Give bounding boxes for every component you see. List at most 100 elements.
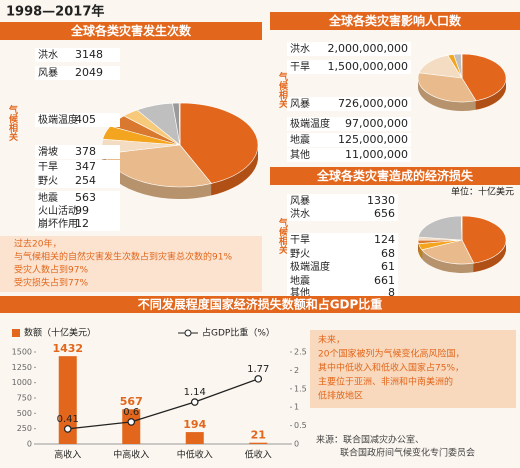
y2-tick-label: 2.5 xyxy=(294,348,307,357)
panel-header xyxy=(270,12,520,30)
note-line: 未来， xyxy=(318,334,345,346)
bar-value-label: 21 xyxy=(251,429,266,442)
pie-slice xyxy=(461,53,463,79)
x-tick-label: 高收入 xyxy=(54,449,81,461)
value-label: 2049 xyxy=(75,66,103,79)
row-bg xyxy=(35,217,120,231)
group-label: 气候相关 xyxy=(277,71,289,109)
unit-label: 单位：十亿美元 xyxy=(451,186,514,198)
legend-marker xyxy=(184,329,192,337)
line-value-label: 0.41 xyxy=(57,414,79,425)
line xyxy=(67,378,259,430)
row-bg xyxy=(287,194,398,208)
row-bg xyxy=(35,204,120,218)
y-tick-label: 0 xyxy=(27,440,32,449)
value-label: 99 xyxy=(75,204,89,217)
row-bg xyxy=(287,133,411,147)
y-tick-label: 750 xyxy=(17,394,32,403)
y2-tick-label: 1.5 xyxy=(294,384,307,393)
y-tick-label: 1000 xyxy=(12,378,32,387)
note-line: 低排放地区 xyxy=(318,390,363,402)
row-bg xyxy=(287,97,411,111)
legend-label: 数额（十亿美元） xyxy=(24,327,96,339)
category-label: 野火 xyxy=(38,175,58,187)
value-label: 125,000,000 xyxy=(338,133,408,146)
y2-tick-label: 1 xyxy=(294,403,299,412)
x-tick-label: 低收入 xyxy=(245,449,272,461)
value-label: 656 xyxy=(374,207,395,220)
line-value-label: 0.6 xyxy=(123,407,139,418)
panel-title: 全球各类灾害造成的经济损失 xyxy=(316,168,474,183)
line-marker xyxy=(63,425,72,433)
row-bg xyxy=(35,48,120,62)
panel-header xyxy=(270,167,520,185)
bar-value-label: 194 xyxy=(183,418,206,431)
y2-tick-label: 0 xyxy=(294,440,299,449)
group-label: 气候相关 xyxy=(7,104,19,142)
category-label: 崩坏作用 xyxy=(38,217,78,230)
row-bg xyxy=(287,260,398,274)
category-label: 洪水 xyxy=(290,43,310,55)
y-tick-label: 1250 xyxy=(12,363,32,372)
value-label: 97,000,000 xyxy=(345,117,408,130)
category-label: 野火 xyxy=(290,248,310,260)
category-label: 火山活动 xyxy=(38,205,78,217)
y-tick-label: 250 xyxy=(17,424,32,433)
pie-slice xyxy=(179,102,259,184)
row-bg xyxy=(287,42,411,56)
panel-title: 不同发展程度国家经济损失数额和占GDP比重 xyxy=(138,297,383,312)
bar xyxy=(122,409,141,444)
value-label: 661 xyxy=(374,274,395,287)
legend-swatch xyxy=(12,329,20,337)
note-line: 与气候相关的自然灾害发生次数占到灾害总次数的91% xyxy=(14,251,232,263)
value-label: 11,000,000 xyxy=(345,148,408,161)
row-bg xyxy=(287,247,398,261)
note-line: 过去20年， xyxy=(14,238,61,250)
bar xyxy=(185,432,204,444)
row-bg xyxy=(287,60,411,74)
line-marker xyxy=(254,375,263,383)
row-bg xyxy=(287,207,398,221)
row-bg xyxy=(35,160,120,174)
value-label: 726,000,000 xyxy=(338,97,408,110)
pie-slice xyxy=(461,53,507,102)
value-label: 254 xyxy=(75,174,96,187)
value-label: 1330 xyxy=(367,194,395,207)
value-label: 8 xyxy=(388,286,395,299)
legend-label: 占GDP比重（%） xyxy=(202,327,275,339)
note-line: 受灾人数占到97% xyxy=(14,264,88,276)
category-label: 洪水 xyxy=(290,208,310,220)
value-label: 378 xyxy=(75,145,96,158)
panel-header xyxy=(0,22,262,40)
row-bg xyxy=(35,145,120,159)
category-label: 风暴 xyxy=(290,195,310,207)
line-marker xyxy=(127,418,136,426)
pie-slice xyxy=(460,215,463,241)
category-label: 其他 xyxy=(290,148,310,161)
source-line: 联合国政府间气候变化专门委员会 xyxy=(340,447,475,459)
bar-value-label: 1432 xyxy=(52,342,83,355)
note-box xyxy=(0,236,262,292)
category-label: 滑坡 xyxy=(38,145,58,158)
line-value-label: 1.77 xyxy=(247,364,269,375)
category-label: 其他 xyxy=(290,286,310,299)
line-value-label: 1.14 xyxy=(184,387,206,398)
row-bg xyxy=(287,274,398,288)
row-bg xyxy=(287,148,411,162)
line-marker xyxy=(190,398,199,406)
value-label: 1,500,000,000 xyxy=(328,60,408,73)
y-tick-label: 500 xyxy=(17,409,32,418)
x-tick-label: 中低收入 xyxy=(177,449,213,461)
row-bg xyxy=(287,117,411,131)
category-label: 风暴 xyxy=(38,67,58,79)
value-label: 3148 xyxy=(75,48,103,61)
value-label: 68 xyxy=(381,247,395,260)
category-label: 干旱 xyxy=(38,161,58,173)
pie-slice xyxy=(417,72,477,103)
category-label: 地震 xyxy=(290,274,310,287)
pie-slice xyxy=(178,102,181,146)
category-label: 洪水 xyxy=(38,49,58,61)
row-bg xyxy=(35,66,120,80)
note-line: 受灾损失占到77% xyxy=(14,277,88,289)
y-tick-label: 1500 xyxy=(12,348,32,357)
